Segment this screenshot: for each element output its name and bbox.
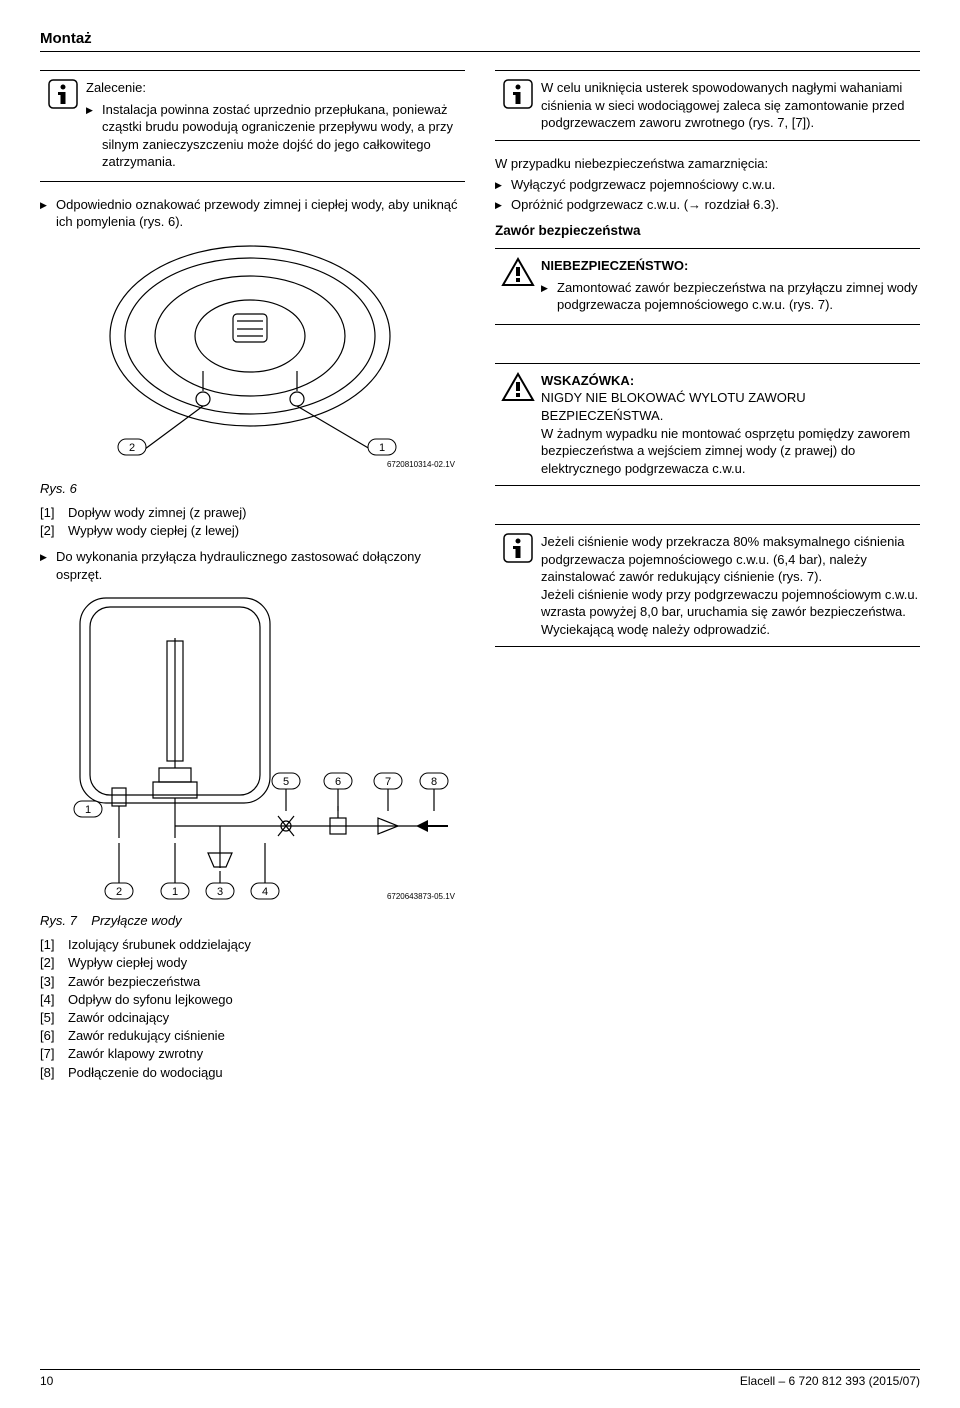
fig7-code: 6720643873-05.1V bbox=[387, 892, 456, 901]
page-title: Montaż bbox=[40, 30, 920, 47]
fig7-legend: [1]Izolujący śrubunek oddzielający [2]Wy… bbox=[40, 936, 465, 1082]
fig6-item-1: Dopływ wody zimnej (z prawej) bbox=[68, 505, 246, 520]
info-box-checkvalve: W celu uniknięcia usterek spowodowanych … bbox=[495, 70, 920, 141]
right-column: W celu uniknięcia usterek spowodowanych … bbox=[495, 70, 920, 1090]
warning-icon bbox=[501, 257, 535, 287]
fig7-label: Rys. 7 Przyłącze wody bbox=[40, 913, 465, 928]
frost-heading: W przypadku niebezpieczeństwa zamarznięc… bbox=[495, 155, 920, 173]
fig6-item-2: Wypływ wody ciepłej (z lewej) bbox=[68, 523, 239, 538]
left-column: Zalecenie: Instalacja powinna zostać upr… bbox=[40, 70, 465, 1090]
hint-title: WSKAZÓWKA: bbox=[541, 373, 634, 388]
hint-line2: W żadnym wypadku nie montować osprzętu p… bbox=[541, 426, 910, 476]
fig7-item-4: Odpływ do syfonu lejkowego bbox=[68, 992, 233, 1007]
info-icon bbox=[48, 79, 78, 109]
svg-text:3: 3 bbox=[217, 886, 223, 898]
fig6-legend: [1]Dopływ wody zimnej (z prawej) [2]Wypł… bbox=[40, 504, 465, 540]
figure-6-svg: 2 1 6720810314-02.1V bbox=[40, 241, 460, 471]
fig7-item-6: Zawór redukujący ciśnienie bbox=[68, 1028, 225, 1043]
info-text: W celu uniknięcia usterek spowodowanych … bbox=[541, 79, 920, 132]
svg-text:5: 5 bbox=[283, 776, 289, 788]
svg-text:1: 1 bbox=[85, 804, 91, 816]
info-box-pressure: Jeżeli ciśnienie wody przekracza 80% mak… bbox=[495, 524, 920, 647]
hint-line1: NIGDY NIE BLOKOWAĆ WYLOTU ZAWORU BEZPIEC… bbox=[541, 390, 806, 423]
page-number: 10 bbox=[40, 1374, 53, 1388]
pressure-line1: Jeżeli ciśnienie wody przekracza 80% mak… bbox=[541, 534, 904, 584]
info-box-recommendation: Zalecenie: Instalacja powinna zostać upr… bbox=[40, 70, 465, 182]
info-title: Zalecenie: bbox=[86, 80, 146, 95]
danger-title: NIEBEZPIECZEŃSTWO: bbox=[541, 258, 688, 273]
frost-item-1: Wyłączyć podgrzewacz pojemnościowy c.w.u… bbox=[495, 176, 920, 194]
svg-text:6: 6 bbox=[335, 776, 341, 788]
info-icon bbox=[503, 533, 533, 563]
frost-item-2: Opróżnić podgrzewacz c.w.u. (→ rozdział … bbox=[495, 196, 920, 214]
svg-text:8: 8 bbox=[431, 776, 437, 788]
fig7-item-1: Izolujący śrubunek oddzielający bbox=[68, 937, 251, 952]
svg-text:4: 4 bbox=[262, 886, 268, 898]
fig7-item-5: Zawór odcinający bbox=[68, 1010, 169, 1025]
doc-id: Elacell – 6 720 812 393 (2015/07) bbox=[740, 1374, 920, 1388]
info-item: Instalacja powinna zostać uprzednio prze… bbox=[86, 101, 465, 171]
bullet-hydraulic: Do wykonania przyłącza hydraulicznego za… bbox=[40, 548, 465, 583]
hint-box: WSKAZÓWKA: NIGDY NIE BLOKOWAĆ WYLOTU ZAW… bbox=[495, 363, 920, 486]
figure-7: 5 6 7 8 2 1 3 4 1 6720643873-05.1V bbox=[40, 593, 465, 903]
info-icon bbox=[503, 79, 533, 109]
svg-text:7: 7 bbox=[385, 776, 391, 788]
danger-box: NIEBEZPIECZEŃSTWO: Zamontować zawór bezp… bbox=[495, 248, 920, 325]
fig6-label: Rys. 6 bbox=[40, 481, 465, 496]
main-columns: Zalecenie: Instalacja powinna zostać upr… bbox=[40, 70, 920, 1090]
fig7-item-3: Zawór bezpieczeństwa bbox=[68, 974, 200, 989]
page-footer: 10 Elacell – 6 720 812 393 (2015/07) bbox=[40, 1369, 920, 1388]
frost-list: Wyłączyć podgrzewacz pojemnościowy c.w.u… bbox=[495, 176, 920, 213]
fig7-item-8: Podłączenie do wodociągu bbox=[68, 1065, 223, 1080]
pressure-line2: Jeżeli ciśnienie wody przy podgrzewaczu … bbox=[541, 587, 918, 637]
fig7-item-7: Zawór klapowy zwrotny bbox=[68, 1046, 203, 1061]
safety-valve-heading: Zawór bezpieczeństwa bbox=[495, 223, 920, 238]
fig7-item-2: Wypływ ciepłej wody bbox=[68, 955, 187, 970]
bullet-mark-pipes: Odpowiednio oznakować przewody zimnej i … bbox=[40, 196, 465, 231]
svg-text:1: 1 bbox=[379, 442, 385, 454]
figure-6: 2 1 6720810314-02.1V bbox=[40, 241, 465, 471]
figure-7-svg: 5 6 7 8 2 1 3 4 1 6720643873-05.1V bbox=[40, 593, 460, 903]
svg-text:1: 1 bbox=[172, 886, 178, 898]
fig6-code: 6720810314-02.1V bbox=[387, 460, 456, 469]
svg-text:2: 2 bbox=[116, 886, 122, 898]
header-rule bbox=[40, 51, 920, 52]
danger-item: Zamontować zawór bezpieczeństwa na przył… bbox=[541, 279, 920, 314]
svg-text:2: 2 bbox=[129, 442, 135, 454]
warning-icon bbox=[501, 372, 535, 402]
